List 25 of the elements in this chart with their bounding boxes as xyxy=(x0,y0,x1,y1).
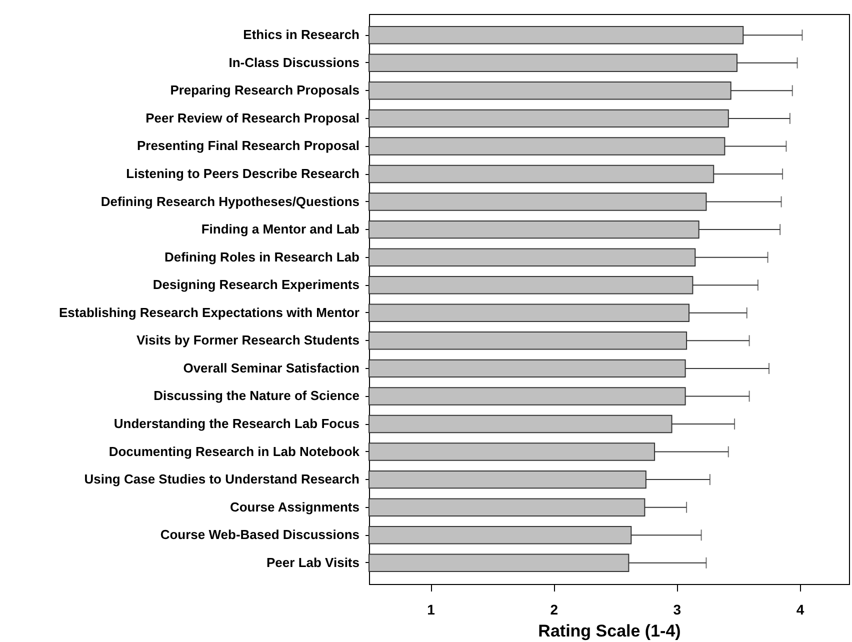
y-tick-label: Using Case Studies to Understand Research xyxy=(84,472,360,487)
y-tick-label: Visits by Former Research Students xyxy=(136,332,360,348)
x-tick-label: 1 xyxy=(427,602,436,618)
y-tick-label: Listening to Peers Describe Research xyxy=(126,166,360,181)
y-tick-label: Establishing Research Expectations with Mentor xyxy=(58,304,360,320)
x-tick-label: 2 xyxy=(550,602,558,618)
y-tick-label: Discussing the Nature of Science xyxy=(154,388,360,404)
x-axis-title: Rating Scale (1-4) xyxy=(538,622,681,640)
y-tick-label: Defining Research Hypotheses/Questions xyxy=(100,194,360,209)
x-tick-label: 4 xyxy=(796,602,804,618)
y-tick-label: Peer Review of Research Proposal xyxy=(146,110,360,126)
y-tick-label: Designing Research Experiments xyxy=(152,277,360,292)
y-tick-label: Preparing Research Proposals xyxy=(170,82,360,98)
y-tick-label: Course Web-Based Discussions xyxy=(160,527,360,542)
y-tick-label: Course Assignments xyxy=(230,499,360,514)
x-tick-label: 3 xyxy=(673,602,682,618)
y-tick-label: Defining Roles in Research Lab xyxy=(164,249,360,264)
y-tick-label: Peer Lab Visits xyxy=(266,554,360,570)
y-tick-label: Presenting Final Research Proposal xyxy=(136,138,360,154)
y-tick-label: Ethics in Research xyxy=(243,27,360,42)
y-tick-label: Understanding the Research Lab Focus xyxy=(114,416,360,431)
y-tick-label: Documenting Research in Lab Notebook xyxy=(108,444,360,459)
y-tick-label: In-Class Discussions xyxy=(228,54,360,70)
y-tick-label: Finding a Mentor and Lab xyxy=(201,222,360,237)
y-tick-label: Overall Seminar Satisfaction xyxy=(183,360,360,376)
